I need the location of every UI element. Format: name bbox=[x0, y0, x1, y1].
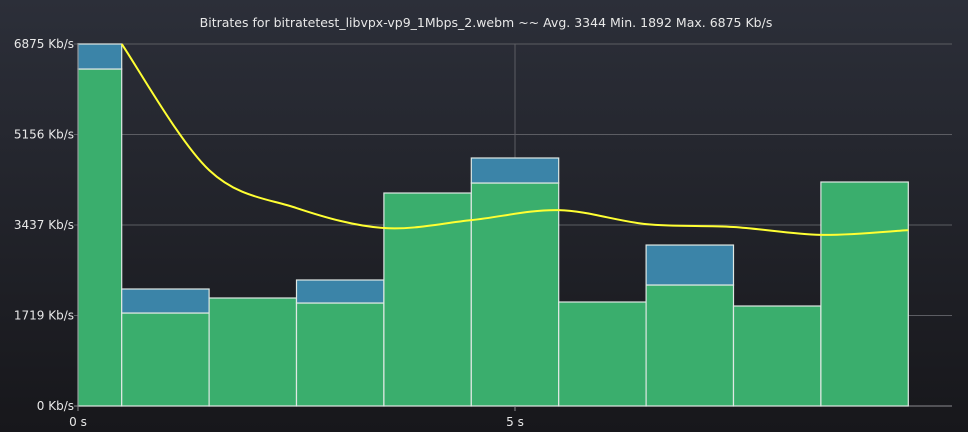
bars bbox=[77, 43, 909, 407]
blue-bar bbox=[295, 279, 385, 304]
y-tick-label: 3437 Kb/s bbox=[14, 218, 74, 232]
green-bar bbox=[208, 297, 298, 407]
green-bar bbox=[470, 182, 560, 407]
x-tick-label: 0 s bbox=[69, 415, 87, 429]
green-bar bbox=[645, 284, 735, 407]
green-bar bbox=[732, 305, 822, 407]
green-bar bbox=[77, 68, 123, 407]
green-bar bbox=[121, 312, 210, 407]
y-tick-label: 1719 Kb/s bbox=[14, 308, 74, 322]
blue-bar bbox=[77, 43, 123, 70]
green-bar bbox=[558, 301, 647, 407]
blue-bar bbox=[645, 244, 735, 286]
x-tick-label: 5 s bbox=[506, 415, 524, 429]
axes: 0 Kb/s 1719 Kb/s 3437 Kb/s 5156 Kb/s 6875 Kb… bbox=[14, 37, 524, 429]
y-tick-label: 0 Kb/s bbox=[37, 399, 74, 413]
blue-bar bbox=[121, 288, 210, 314]
green-bar bbox=[295, 302, 385, 407]
green-bar bbox=[383, 192, 472, 407]
y-tick-label: 5156 Kb/s bbox=[14, 128, 74, 142]
average-line bbox=[120, 43, 909, 236]
chart-title: Bitrates for bitratetest_libvpx-vp9_1Mbp… bbox=[200, 15, 773, 30]
green-bar bbox=[820, 181, 909, 407]
blue-bar bbox=[470, 157, 560, 184]
y-tick-label: 6875 Kb/s bbox=[14, 37, 74, 51]
